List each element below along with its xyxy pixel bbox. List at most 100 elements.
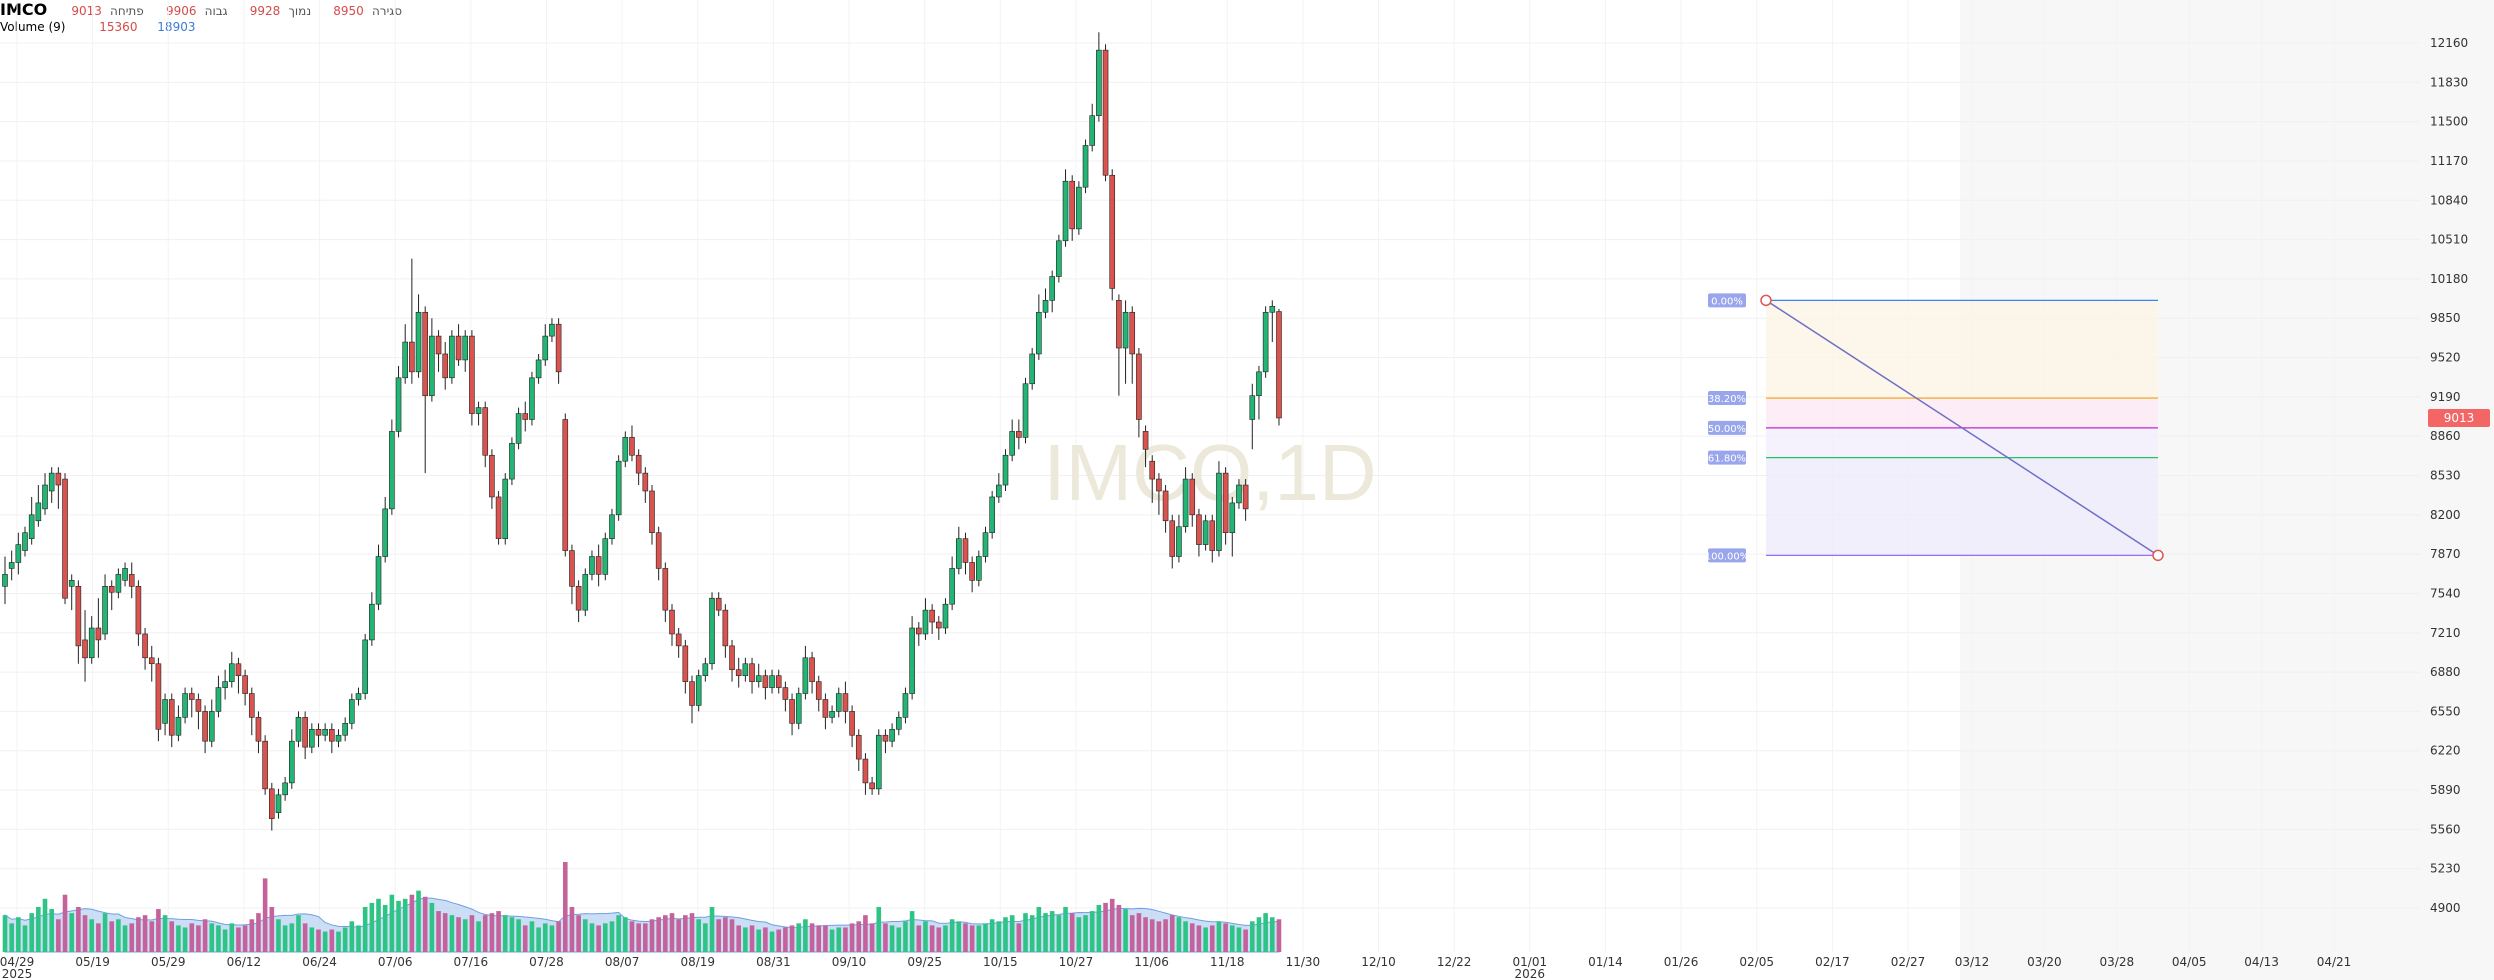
volume-bar (369, 902, 375, 952)
volume-bar (1243, 929, 1248, 952)
candle-body (622, 437, 629, 462)
candle (735, 657, 742, 688)
candle (956, 526, 962, 575)
candle (782, 681, 789, 712)
candle-body (502, 478, 509, 539)
volume-bar (816, 925, 822, 952)
volume-bar (929, 925, 935, 952)
low-value: 8950 (333, 4, 364, 18)
candle-body (1249, 395, 1256, 420)
candle (1056, 234, 1062, 283)
volume-ma-value: 18903 (157, 20, 196, 34)
volume-bar (596, 925, 601, 952)
fib-level-label: 38.20% (1708, 394, 1746, 405)
volume-bar (843, 927, 848, 952)
volume-bar (656, 917, 661, 952)
candle (982, 526, 989, 563)
candle-body (829, 711, 835, 718)
candle (996, 473, 1002, 503)
candle-body (769, 675, 775, 688)
candle-body (242, 675, 248, 694)
candle (82, 610, 88, 682)
volume-bar (102, 913, 108, 952)
candle (435, 330, 442, 372)
candle-body (1056, 240, 1062, 277)
date-tick-label: 08/19 (680, 955, 715, 969)
candle-body (969, 562, 975, 581)
candle-body (735, 669, 742, 676)
volume-bar (309, 927, 315, 952)
fib-retracement[interactable]: 0.00% 38.20% 50.00% 61.80% 100.00% (1705, 293, 2164, 563)
candle (375, 544, 382, 611)
candle (62, 473, 68, 605)
candle (609, 508, 615, 545)
candle-body (1236, 484, 1242, 504)
volume-bar (482, 915, 488, 952)
candle-body (62, 478, 68, 599)
volume-bar (476, 921, 481, 952)
volume-bar (16, 917, 21, 952)
candle-body (602, 538, 609, 575)
candle (889, 723, 895, 748)
candle-body (28, 514, 35, 539)
year-label: 2025 (2, 967, 33, 980)
candle-body (1262, 311, 1269, 373)
candle-body (915, 627, 922, 635)
volume-bar (1196, 925, 1202, 952)
fib-zone (1766, 457, 2158, 556)
volume-bar (282, 925, 288, 952)
price-tick-label: 9520 (2430, 351, 2461, 365)
volume-label[interactable]: Volume (9) (0, 20, 66, 34)
candle-body (8, 562, 15, 569)
price-tick-label: 8860 (2430, 429, 2461, 443)
volume-bar (136, 917, 141, 952)
date-tick-label: 10/27 (1059, 955, 1094, 969)
volume-bar (943, 925, 948, 952)
candle (835, 687, 842, 718)
candle-body (815, 681, 822, 700)
candle (1096, 32, 1102, 122)
candle (75, 580, 82, 664)
volume-bar (969, 925, 975, 952)
candle (48, 467, 55, 503)
volume-bar (522, 925, 528, 952)
date-axis[interactable]: 04/29 05/19 05/29 06/12 06/24 07/06 07/16 07/28… (0, 955, 2351, 980)
candle-body (375, 556, 382, 605)
price-tick-label: 5230 (2430, 862, 2461, 876)
close-value: 9013 (71, 4, 102, 18)
volume-bar (736, 925, 741, 952)
candle-body (882, 734, 889, 742)
candle (1269, 300, 1276, 343)
candle-body (1122, 311, 1129, 349)
candle-body (162, 699, 168, 724)
date-tick-label: 03/12 (1955, 955, 1990, 969)
candle (495, 490, 502, 545)
candle (662, 562, 669, 623)
candle (635, 449, 642, 486)
candle-body (542, 335, 549, 361)
candle-body (629, 437, 635, 456)
candle (8, 550, 15, 581)
volume-bar (429, 902, 435, 952)
candle-body (248, 693, 255, 718)
candle (969, 556, 975, 593)
symbol-name[interactable]: IMCO (0, 0, 48, 19)
candle-body (795, 693, 802, 724)
candle-body (655, 532, 662, 569)
candle (1069, 175, 1075, 241)
candle-body (202, 711, 208, 742)
candle (875, 729, 882, 795)
candle (1062, 169, 1069, 247)
price-axis[interactable]: 12160 11830 11500 11170 10840 10510 10180 9850 9… (2430, 36, 2468, 915)
candle-body (562, 419, 569, 551)
open-value: 9906 (165, 4, 197, 18)
candle-body (569, 550, 575, 587)
candle-body (1242, 484, 1249, 510)
volume-bar (1149, 919, 1155, 952)
candle-body (355, 693, 362, 700)
date-tick-label: 04/05 (2172, 955, 2207, 969)
volume-bar (743, 927, 748, 952)
volume-bar (1229, 925, 1235, 952)
candle-body (82, 639, 88, 659)
